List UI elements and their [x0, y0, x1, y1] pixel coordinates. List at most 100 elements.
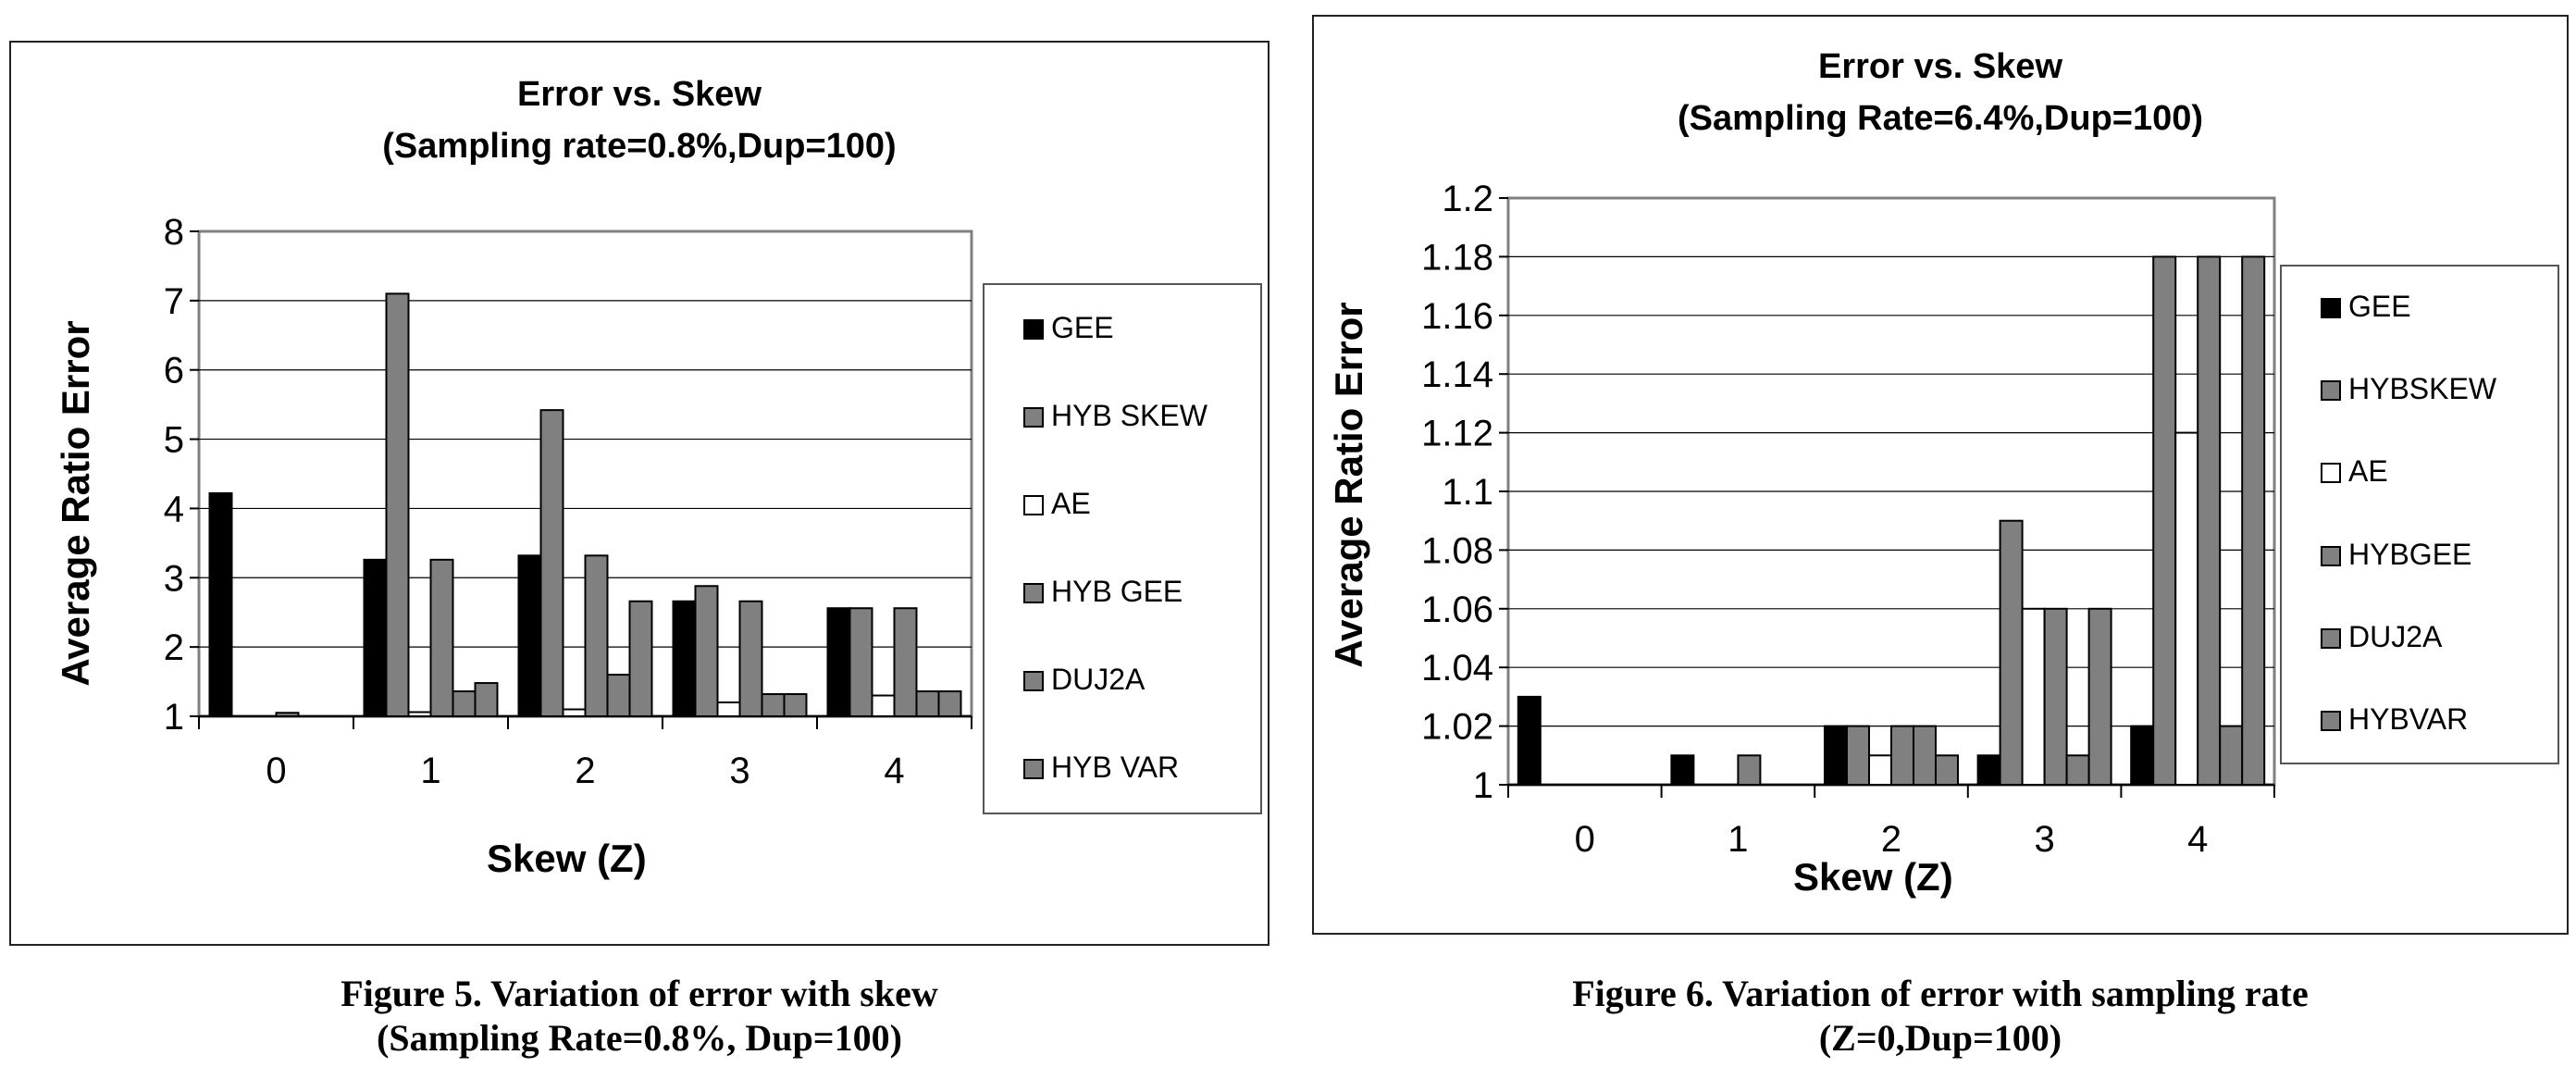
bar — [826, 607, 851, 717]
y-tick-label: 1.08 — [1421, 530, 1493, 571]
y-tick-label: 8 — [164, 212, 184, 253]
bar — [2065, 754, 2090, 786]
legend-item: HYBVAR — [2321, 702, 2468, 737]
legend-swatch — [1023, 582, 1044, 603]
plot-area: 1 1.02 1.04 1.06 1.08 1.1 1.12 1.14 1.16 1.18 1.2 0… — [1421, 179, 2276, 860]
bar — [385, 292, 410, 717]
legend-item: HYB VAR — [1023, 751, 1179, 785]
legend-swatch — [2321, 711, 2341, 732]
bar — [937, 690, 962, 718]
caption-line: (Sampling Rate=0.8%, Dup=100) — [377, 1017, 902, 1059]
legend-item: HYBSKEW — [2321, 372, 2496, 406]
legend: GEE HYBSKEW AE HYBGEE DUJ2A HYBVAR — [2280, 265, 2559, 764]
y-tick-label: 1.04 — [1421, 648, 1493, 689]
x-axis-label: Skew (Z) — [1793, 855, 1953, 899]
y-tick-label: 5 — [164, 420, 184, 461]
y-tick-label: 1.18 — [1421, 237, 1493, 278]
bar — [915, 690, 940, 718]
legend-swatch — [1023, 318, 1044, 340]
bar — [783, 693, 808, 718]
chart-title: Error vs. Skew (Sampling Rate=6.4%,Dup=1… — [1312, 41, 2569, 144]
y-tick-label: 2 — [164, 627, 184, 668]
legend-label: HYB VAR — [1051, 750, 1180, 784]
y-tick-label: 6 — [164, 351, 184, 391]
legend-item: DUJ2A — [2321, 620, 2442, 654]
bar — [848, 607, 873, 717]
bar — [2197, 255, 2222, 786]
y-tick-label: 1.06 — [1421, 589, 1493, 630]
bar — [562, 708, 587, 717]
bar — [672, 600, 697, 717]
bar — [1913, 725, 1937, 786]
bar — [1846, 725, 1870, 786]
bar — [1976, 754, 2001, 786]
bar — [275, 712, 300, 717]
bar — [452, 690, 477, 718]
legend-swatch — [2321, 463, 2341, 484]
figure-6-caption: Figure 6. Variation of error with sampli… — [1312, 972, 2569, 1061]
bar — [517, 554, 542, 717]
y-tick-label: 7 — [164, 281, 184, 322]
y-tick-label: 1.12 — [1421, 414, 1493, 454]
legend-item: GEE — [2321, 290, 2411, 324]
legend-item: HYB GEE — [1023, 575, 1183, 609]
chart-title: Error vs. Skew (Sampling rate=0.8%,Dup=1… — [9, 68, 1269, 172]
chart-figure-5: Error vs. Skew (Sampling rate=0.8%,Dup=1… — [9, 41, 1269, 946]
legend-item: DUJ2A — [1023, 663, 1145, 697]
bar — [1517, 695, 1542, 787]
x-axis-label: Skew (Z) — [487, 837, 647, 880]
bar — [1670, 754, 1695, 786]
legend-item: AE — [1023, 487, 1091, 521]
bar — [871, 694, 896, 717]
bar — [208, 491, 233, 717]
legend-swatch — [1023, 494, 1044, 515]
legend-label: HYBSKEW — [2348, 372, 2497, 405]
bar — [2174, 431, 2199, 786]
legend-label: GEE — [1051, 310, 1114, 344]
bar — [1999, 519, 2024, 786]
bar — [2043, 607, 2068, 786]
bar — [893, 607, 918, 717]
x-tick-label: 3 — [729, 751, 749, 791]
bar — [1935, 754, 1959, 786]
chart-subtitle-line: (Sampling Rate=6.4%,Dup=100) — [1677, 99, 2204, 138]
legend-label: HYBGEE — [2348, 537, 2472, 571]
caption-line: Figure 5. Variation of error with skew — [341, 973, 938, 1014]
y-tick-label: 4 — [164, 489, 184, 529]
legend-swatch — [2321, 628, 2341, 649]
bar — [539, 409, 564, 717]
x-tick-label: 0 — [266, 751, 286, 791]
legend-label: GEE — [2348, 289, 2411, 323]
y-tick-label: 1.1 — [1442, 472, 1493, 513]
legend-swatch — [2321, 545, 2341, 566]
legend-swatch — [1023, 758, 1044, 779]
y-tick-label: 1 — [164, 697, 184, 738]
bar — [2152, 255, 2177, 786]
y-axis-label: Average Ratio Error — [54, 320, 97, 687]
bar — [407, 711, 432, 717]
bar — [1737, 754, 1762, 786]
caption-line: Figure 6. Variation of error with sampli… — [1572, 973, 2309, 1014]
legend-label: DUJ2A — [2348, 620, 2443, 653]
bar — [363, 558, 388, 718]
x-tick-label: 1 — [420, 751, 440, 791]
x-tick-label: 4 — [884, 751, 904, 791]
bar — [584, 554, 609, 717]
caption-line: (Z=0,Dup=100) — [1818, 1017, 2062, 1059]
chart-figure-6: Error vs. Skew (Sampling Rate=6.4%,Dup=1… — [1312, 15, 2569, 935]
bar — [716, 701, 741, 717]
y-tick-label: 3 — [164, 558, 184, 599]
x-tick-label: 1 — [1728, 819, 1748, 860]
y-tick-label: 1.2 — [1442, 179, 1493, 219]
legend-item: GEE — [1023, 311, 1114, 345]
bar — [474, 682, 499, 717]
x-tick-label: 3 — [2034, 819, 2054, 860]
bar — [1890, 725, 1914, 786]
y-tick-label: 1.14 — [1421, 354, 1493, 395]
x-tick-label: 4 — [2187, 819, 2208, 860]
figure-5-caption: Figure 5. Variation of error with skew (… — [9, 972, 1269, 1061]
bar — [2241, 255, 2266, 786]
bar — [738, 600, 763, 717]
chart-subtitle-line: (Sampling rate=0.8%,Dup=100) — [382, 127, 897, 166]
y-tick-label: 1.16 — [1421, 296, 1493, 337]
